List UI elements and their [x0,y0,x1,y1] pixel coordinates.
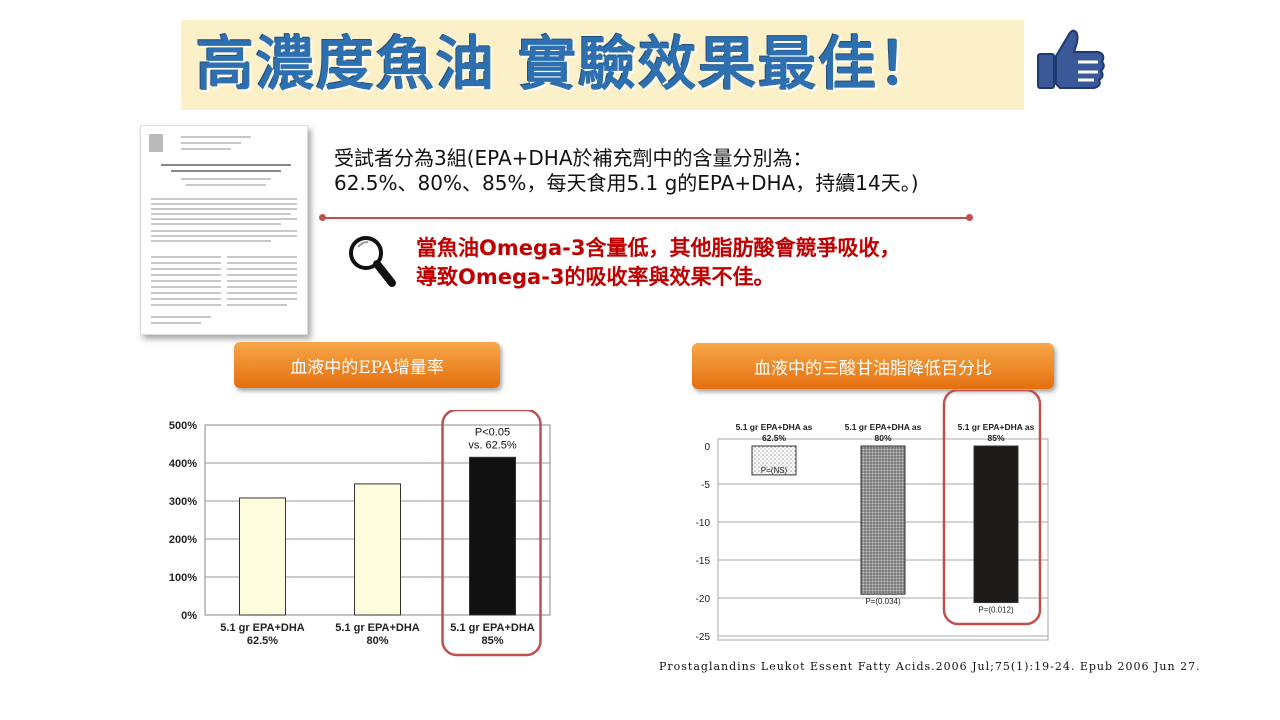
p-value-label: P=(0.012) [978,606,1014,615]
chart2-title: 血液中的三酸甘油脂降低百分比 [754,358,992,379]
thumbs-up-icon [1036,26,1108,96]
x-tick-label: 5.1 gr EPA+DHA [450,622,535,634]
bar [860,445,906,595]
bar [973,445,1019,604]
y-tick-label: 400% [169,458,197,470]
divider-dot-right [966,214,973,221]
x-tick-label: 5.1 gr EPA+DHA as [845,422,922,432]
page-title: 高濃度魚油 實驗效果最佳！ [196,30,939,98]
highlight-frame [942,390,1042,626]
divider [322,217,970,219]
absorption-note: 當魚油Omega-3含量低，其他脂肪酸會競爭吸收， 導致Omega-3的吸收率與… [416,234,901,292]
bar [239,497,286,616]
magnifier-icon [346,233,398,293]
annotation-label: P<0.05 [475,426,510,438]
p-value-label: P=(NS) [761,466,788,475]
x-tick-label: 5.1 gr EPA+DHA as [958,422,1035,432]
note-line-2: 導致Omega-3的吸收率與效果不佳。 [416,265,775,289]
description-line-2: 62.5%、80%、85%，每天食用5.1 g的EPA+DHA，持續14天。) [334,171,919,195]
x-tick-label: 5.1 gr EPA+DHA [220,622,305,634]
y-tick-label: 0% [181,610,197,622]
bar [354,483,401,616]
chart1-title-pill: 血液中的EPA增量率 [234,342,500,388]
annotation-label: vs. 62.5% [468,439,517,451]
y-tick-label: -10 [696,518,711,529]
y-tick-label: -5 [701,480,710,491]
x-tick-label: 5.1 gr EPA+DHA as [736,422,813,432]
x-tick-label: 62.5% [762,433,787,443]
chart2-title-pill: 血液中的三酸甘油脂降低百分比 [692,343,1054,389]
x-tick-label: 80% [874,433,891,443]
paper-thumbnail [140,125,308,335]
p-value-label: P=(0.034) [865,597,901,606]
chart-epa-increase: 0%100%200%300%400%500%5.1 gr EPA+DHA62.5… [169,410,551,657]
y-tick-label: 500% [169,420,197,432]
x-tick-label: 85% [987,433,1004,443]
bar [469,456,516,616]
citation: Prostaglandins Leukot Essent Fatty Acids… [659,660,1201,673]
note-line-1: 當魚油Omega-3含量低，其他脂肪酸會競爭吸收， [416,236,901,260]
y-tick-label: 200% [169,534,197,546]
chart-tg-reduction: 0-5-10-15-20-255.1 gr EPA+DHA as62.5%P=(… [696,390,1049,643]
chart1-title: 血液中的EPA增量率 [290,357,444,378]
x-tick-label: 62.5% [247,635,278,647]
y-tick-label: 0 [704,442,710,453]
description-line-1: 受試者分為3組(EPA+DHA於補充劑中的含量分別為： [334,146,813,170]
y-tick-label: -25 [696,632,711,643]
x-tick-label: 85% [481,635,503,647]
bar [751,445,797,476]
y-tick-label: -15 [696,556,711,567]
x-tick-label: 5.1 gr EPA+DHA [335,622,420,634]
y-tick-label: -20 [696,594,711,605]
divider-dot-left [319,214,326,221]
title-banner [181,20,1024,110]
highlight-frame [441,410,542,657]
study-description: 受試者分為3組(EPA+DHA於補充劑中的含量分別為： 62.5%、80%、85… [334,146,1034,196]
x-tick-label: 80% [366,635,388,647]
y-tick-label: 300% [169,496,197,508]
y-tick-label: 100% [169,572,197,584]
